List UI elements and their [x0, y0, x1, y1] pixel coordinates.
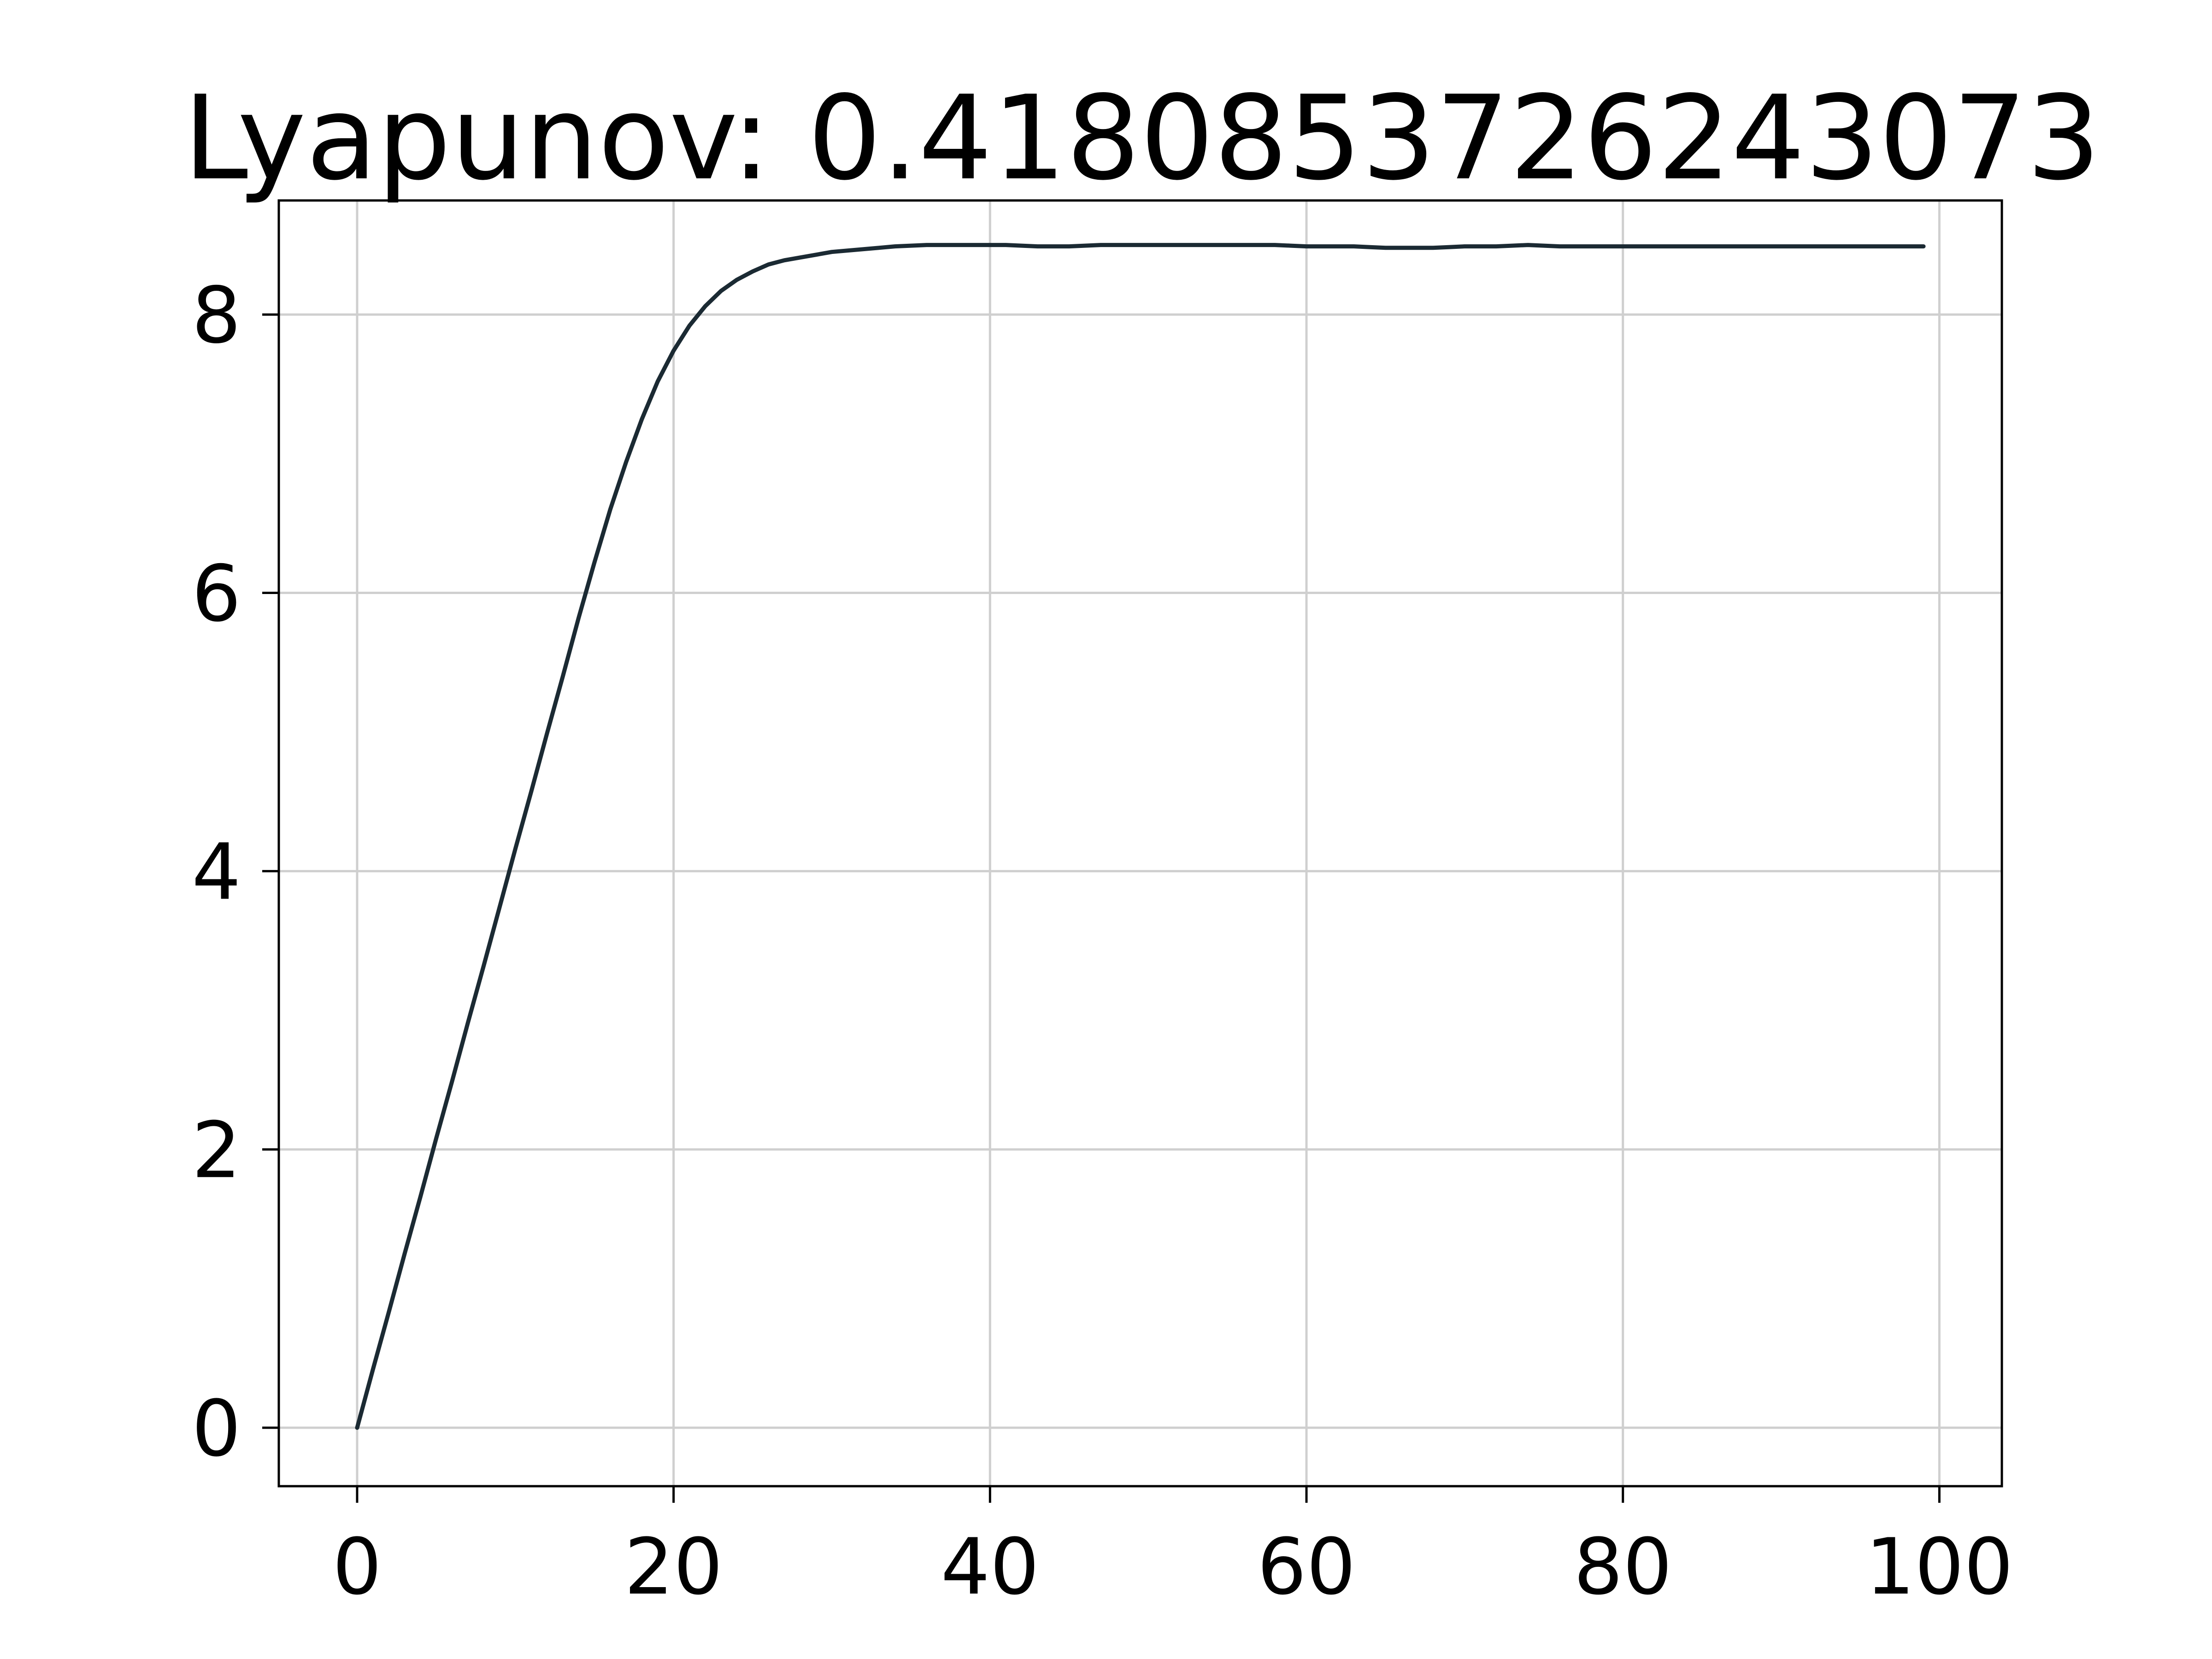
y-tick-label: 4: [192, 827, 241, 917]
series-group: [355, 243, 1926, 1430]
grid: [279, 200, 2002, 1486]
x-tick-label: 40: [941, 1522, 1039, 1612]
y-tick-label: 2: [192, 1105, 241, 1195]
x-axis: 0 20 40 60 80 100: [333, 1486, 2013, 1612]
y-axis: 0 2 4 6 8: [192, 271, 279, 1474]
chart-title: Lyapunov: 0.4180853726243073: [183, 71, 2100, 206]
y-tick-label: 6: [192, 548, 241, 639]
series-line: [355, 243, 1926, 1430]
x-tick-label: 80: [1574, 1522, 1672, 1612]
x-tick-label: 20: [624, 1522, 723, 1612]
y-tick-label: 0: [192, 1383, 241, 1474]
y-tick-label: 8: [192, 271, 241, 361]
x-tick-label: 0: [333, 1522, 382, 1612]
x-tick-label: 100: [1865, 1522, 2013, 1612]
x-tick-label: 60: [1257, 1522, 1356, 1612]
plot-frame: [277, 199, 2003, 1488]
